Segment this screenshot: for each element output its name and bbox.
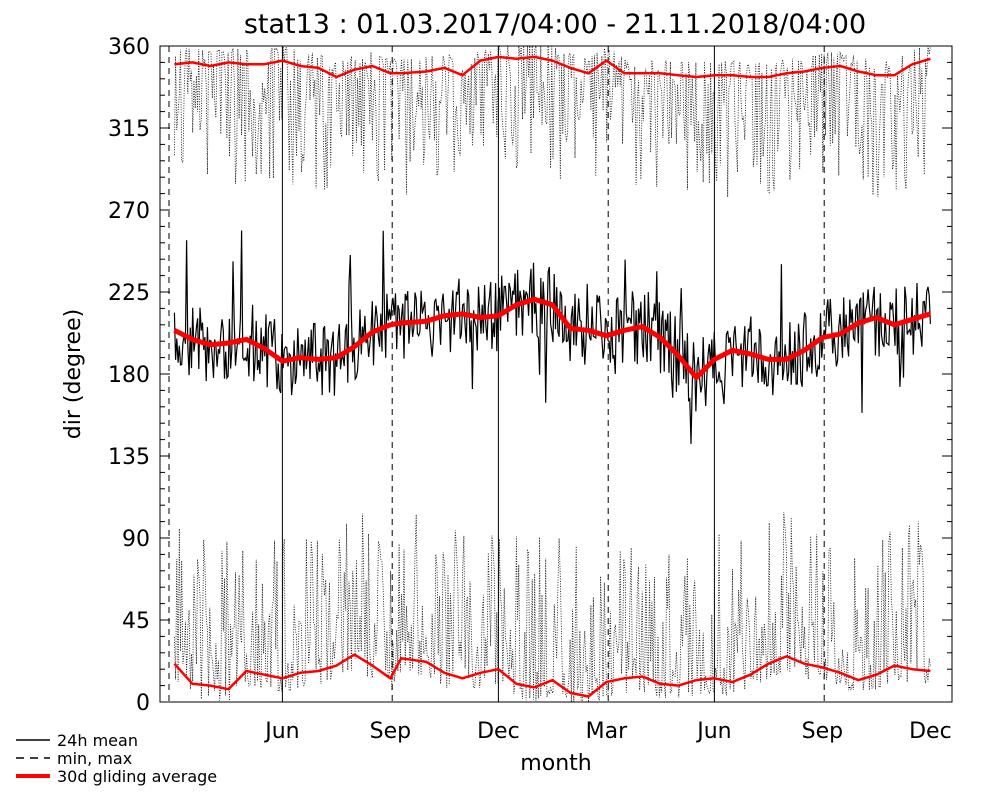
legend-label-min-max: min, max bbox=[57, 749, 132, 768]
xtick-label-0: Jun bbox=[263, 719, 299, 744]
legend: 24h mean min, max 30d gliding average bbox=[16, 731, 217, 786]
xtick-label-4: Jun bbox=[695, 719, 731, 744]
ytick-label-45: 45 bbox=[122, 609, 150, 634]
xtick-label-2: Dec bbox=[477, 719, 520, 744]
daily-min-line bbox=[174, 512, 931, 703]
xtick-label-5: Sep bbox=[802, 719, 843, 744]
y-axis: 0 45 90 135 180 225 270 315 360 bbox=[108, 35, 952, 716]
series-line-mean_avg bbox=[173, 296, 932, 381]
ytick-label-315: 315 bbox=[108, 117, 150, 142]
ytick-label-180: 180 bbox=[108, 363, 150, 388]
ytick-label-90: 90 bbox=[122, 527, 150, 552]
legend-label-24h-mean: 24h mean bbox=[57, 731, 138, 750]
daily-max-line bbox=[174, 45, 931, 198]
chart-title: stat13 : 01.03.2017/04:00 - 21.11.2018/0… bbox=[244, 9, 866, 40]
x-axis-label: month bbox=[520, 751, 591, 776]
legend-label-gliding-average: 30d gliding average bbox=[57, 767, 217, 786]
daily-data-layer bbox=[173, 45, 931, 703]
ytick-label-270: 270 bbox=[108, 199, 150, 224]
ytick-label-225: 225 bbox=[108, 281, 150, 306]
xtick-label-6: Dec bbox=[909, 719, 952, 744]
ytick-label-135: 135 bbox=[108, 445, 150, 470]
ytick-label-0: 0 bbox=[136, 691, 150, 716]
ytick-label-360: 360 bbox=[108, 35, 150, 60]
xtick-label-1: Sep bbox=[370, 719, 411, 744]
series-line-min_avg bbox=[173, 653, 931, 698]
daily-mean-line bbox=[173, 230, 931, 444]
y-axis-label: dir (degree) bbox=[61, 309, 86, 439]
xtick-label-3: Mar bbox=[586, 719, 628, 744]
gliding-average-layer bbox=[173, 55, 932, 698]
x-axis: Jun Sep Dec Mar Jun Sep Dec bbox=[263, 719, 951, 744]
series-line-max_avg bbox=[174, 55, 931, 79]
season-separators bbox=[168, 46, 825, 702]
